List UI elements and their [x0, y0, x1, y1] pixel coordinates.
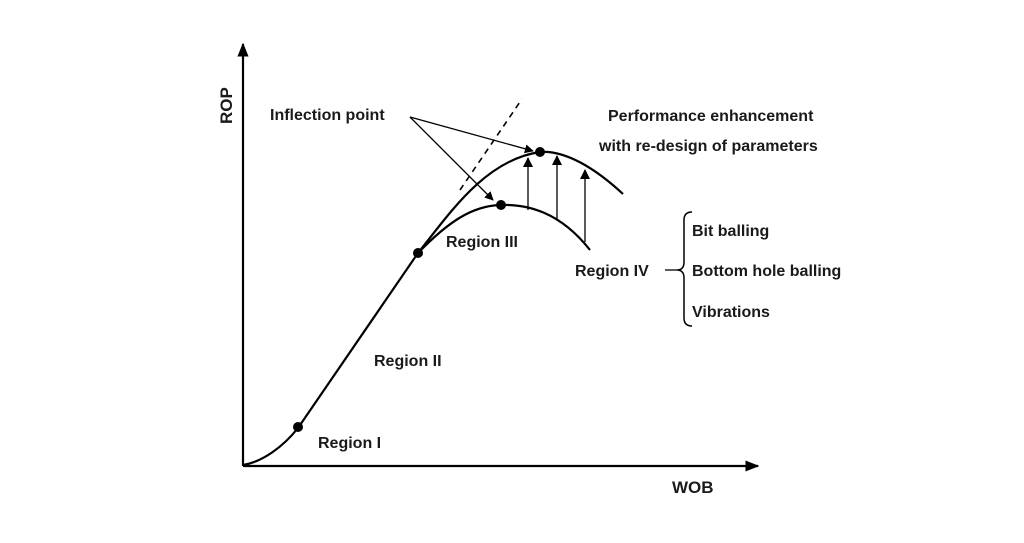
- linear-extrapolation-dashed: [459, 98, 523, 191]
- performance-label-line1: Performance enhancement: [608, 108, 814, 125]
- cause-bottom-hole-balling: Bottom hole balling: [692, 263, 841, 280]
- x-axis-label: WOB: [672, 478, 714, 497]
- cause-bit-balling: Bit balling: [692, 223, 769, 240]
- inflection-pointer-original: [409, 116, 494, 201]
- y-axis-label: ROP: [217, 87, 236, 124]
- inflection-pointer-enhanced: [409, 116, 534, 154]
- region-ii-label: Region II: [374, 353, 442, 370]
- inflection-point-original: [496, 200, 506, 210]
- inflection-point-label: Inflection point: [270, 107, 385, 124]
- point-region-ii-iii: [413, 248, 423, 258]
- region-i-label: Region I: [318, 435, 381, 452]
- region-iv-label: Region IV: [575, 263, 649, 280]
- cause-vibrations: Vibrations: [692, 304, 770, 321]
- causes-brace: [676, 211, 693, 327]
- rop-curve-enhanced: [417, 150, 624, 254]
- region-iii-label: Region III: [446, 234, 518, 251]
- rop-curve-original: [242, 203, 591, 467]
- point-region-i-ii: [293, 422, 303, 432]
- inflection-point-enhanced: [535, 147, 545, 157]
- performance-label-line2: with re-design of parameters: [598, 138, 818, 155]
